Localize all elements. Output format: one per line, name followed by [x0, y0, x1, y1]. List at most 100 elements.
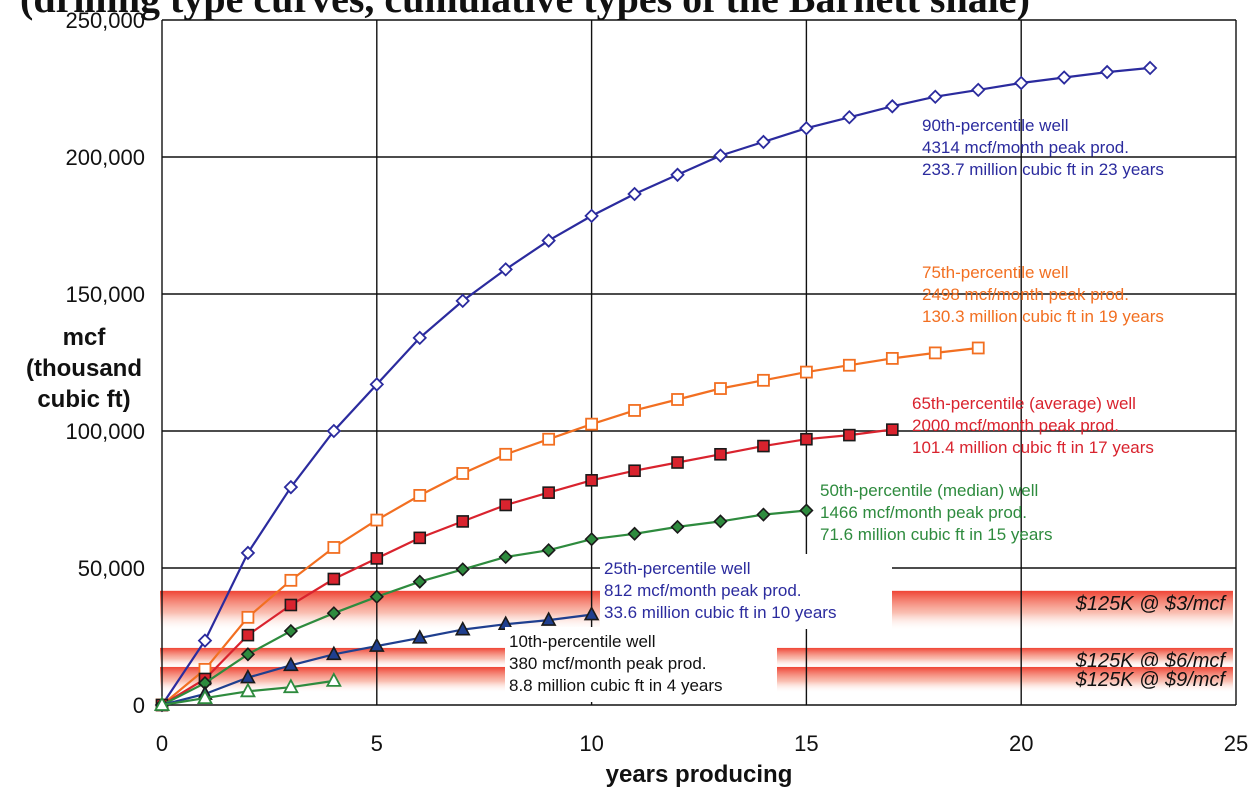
- x-tick-label-10: 10: [579, 731, 603, 756]
- series-2-point-14: [757, 373, 770, 387]
- series-4-point-14: [756, 507, 771, 522]
- annotation-5-line-2: 812 mcf/month peak prod.: [604, 581, 802, 600]
- x-axis-title: years producing: [606, 761, 793, 788]
- series-3-point-7: [456, 515, 470, 528]
- series-1-point-16: [842, 109, 857, 125]
- series-2-point-4: [327, 541, 341, 554]
- series-1-point-11: [627, 186, 642, 202]
- price-band-label-2: $125K @ $6/mcf: [1075, 650, 1228, 672]
- series-2-point-10: [585, 417, 598, 431]
- axes: 0 5 10 15 20 25 0 50,000 100,000 150,000 200,000 25…: [26, 8, 1248, 788]
- series-5-point-9: [540, 611, 557, 626]
- series-1-point-23: [1142, 60, 1158, 76]
- series-3-point-2: [241, 628, 255, 642]
- annotation-1-line-2: 4314 mcf/month peak prod.: [922, 138, 1129, 157]
- series-1-point-2: [240, 545, 256, 561]
- series-5-point-6: [411, 629, 428, 644]
- price-band-2-segment-2: [770, 647, 1233, 668]
- x-tick-label-15: 15: [794, 731, 818, 756]
- y-tick-label-50000: 50,000: [78, 556, 145, 581]
- y-tick-label-100000: 100,000: [65, 419, 145, 444]
- series-3-point-13: [714, 447, 727, 461]
- series-3-point-4: [327, 572, 341, 586]
- y-tick-label-200000: 200,000: [65, 145, 145, 170]
- x-tick-label-0: 0: [156, 731, 168, 756]
- series-3-line: [161, 428, 893, 706]
- price-band-1-segment-2: [885, 590, 1233, 631]
- price-band-label-3: $125K @ $9/mcf: [1075, 669, 1228, 691]
- series-1-point-22: [1099, 64, 1115, 80]
- x-tick-label-25: 25: [1224, 731, 1248, 756]
- y-tick-label-0: 0: [133, 693, 145, 718]
- series-4-point-12: [670, 519, 685, 535]
- series-4-point-6: [412, 574, 427, 589]
- series-1-point-5: [369, 377, 385, 392]
- annotation-2-line-3: 130.3 million cubic ft in 19 years: [922, 307, 1164, 326]
- series-1-point-21: [1056, 70, 1072, 85]
- annotation-5-line-3: 33.6 million cubic ft in 10 years: [604, 603, 836, 622]
- annotation-4-line-3: 71.6 million cubic ft in 15 years: [820, 525, 1052, 544]
- series-2-point-2: [241, 610, 255, 624]
- series-5-point-3: [283, 656, 299, 672]
- annotation-5-line-1: 25th-percentile well: [604, 559, 750, 578]
- series-3-point-12: [671, 456, 684, 469]
- annotation-6-line-1: 10th-percentile well: [509, 632, 655, 651]
- series-1-line: [161, 66, 1151, 706]
- series-2-point-15: [800, 365, 813, 379]
- series-4-point-10: [584, 532, 599, 547]
- series-1-point-8: [498, 262, 513, 277]
- series-1-point-9: [541, 233, 556, 248]
- series-2-point-12: [671, 393, 684, 406]
- series-3-point-6: [413, 531, 427, 545]
- series-5-point-7: [454, 620, 471, 636]
- annotation-2-line-2: 2498 mcf/month peak prod.: [922, 285, 1129, 304]
- series-1-point-13: [713, 148, 728, 163]
- price-band-label-1: $125K @ $3/mcf: [1075, 593, 1228, 615]
- series-1-point-15: [799, 120, 814, 136]
- y-axis-title-line-1: mcf: [63, 324, 107, 351]
- series-3-point-16: [843, 428, 856, 442]
- series-2-point-6: [413, 488, 427, 502]
- series-6-point-3: [282, 678, 299, 694]
- series-2-point-13: [714, 382, 727, 395]
- y-axis-title-line-3: cubic ft): [37, 386, 130, 413]
- series-4-point-3: [283, 623, 299, 639]
- series-4-point-2: [240, 647, 256, 662]
- series-2-point-19: [971, 341, 985, 355]
- chart-header: (drilling type curves, cumulative types …: [20, 0, 1030, 21]
- series-1-point-6: [412, 330, 428, 346]
- annotation-6-line-2: 380 mcf/month peak prod.: [509, 654, 707, 673]
- series-3-point-14: [757, 439, 770, 453]
- annotation-3-line-1: 65th-percentile (average) well: [912, 394, 1136, 413]
- series-3-point-15: [800, 432, 813, 446]
- annotation-6-line-3: 8.8 million cubic ft in 4 years: [509, 676, 723, 695]
- series-2-point-8: [499, 447, 513, 461]
- annotation-5-backdrop: [600, 554, 892, 629]
- price-bands: $125K @ $3/mcf $125K @ $6/mcf$125K @ $9/m…: [160, 590, 1233, 693]
- series-2-line: [161, 346, 979, 706]
- annotation-2-line-1: 75th-percentile well: [922, 263, 1068, 282]
- series-4-point-9: [541, 543, 556, 558]
- series-3-point-3: [284, 598, 298, 612]
- series-4-point-15: [799, 503, 814, 518]
- series-2-point-11: [628, 404, 641, 417]
- y-tick-label-250000: 250,000: [65, 8, 145, 33]
- series-4-point-5: [369, 589, 384, 604]
- series-2-point-3: [284, 573, 298, 587]
- series-1-point-14: [756, 134, 771, 150]
- annotation-3-line-2: 2000 mcf/month peak prod.: [912, 416, 1119, 435]
- annotation-4-line-2: 1466 mcf/month peak prod.: [820, 503, 1027, 522]
- series-1-point-19: [970, 82, 986, 98]
- series-group: [153, 60, 1158, 713]
- series-1-point-7: [455, 293, 470, 309]
- series-5-point-4: [325, 645, 342, 661]
- annotation-1-line-3: 233.7 million cubic ft in 23 years: [922, 160, 1164, 179]
- annotation-4-line-1: 50th-percentile (median) well: [820, 481, 1038, 500]
- series-4-point-7: [455, 562, 470, 577]
- series-3-point-11: [628, 464, 641, 478]
- series-3-point-9: [542, 486, 555, 499]
- annotation-1-line-1: 90th-percentile well: [922, 116, 1068, 135]
- y-tick-label-150000: 150,000: [65, 282, 145, 307]
- series-1-point-1: [197, 633, 213, 648]
